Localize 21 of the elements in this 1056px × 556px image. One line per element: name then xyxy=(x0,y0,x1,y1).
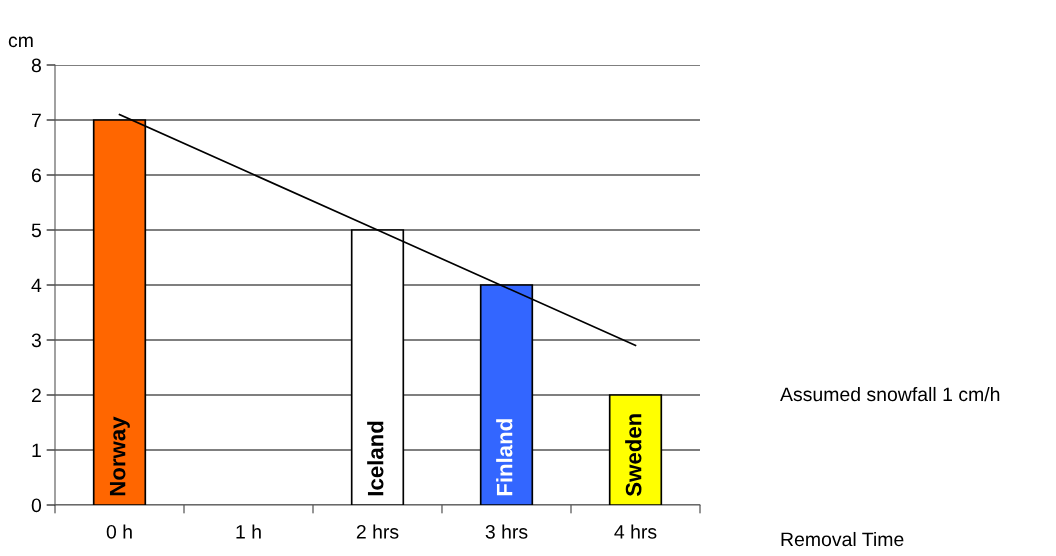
y-tick-label: 0 xyxy=(31,498,42,513)
y-tick-label: 8 xyxy=(31,58,41,73)
y-tick-label: 3 xyxy=(31,333,41,348)
text: Assumed snowfall 1 cm/h xyxy=(780,386,1000,402)
x-tick-label: 3 hrs xyxy=(485,524,528,539)
y-tick-label: 5 xyxy=(31,223,41,238)
data-label: Sweden xyxy=(625,414,642,497)
x-axis-title: Removal Time xyxy=(781,531,904,547)
x-tick-label: 4 hrs xyxy=(614,524,657,539)
y-tick-label: 6 xyxy=(31,168,41,183)
data-label: Finland xyxy=(496,419,513,496)
y-tick-label: 1 xyxy=(32,443,41,458)
x-tick-label: 2 hrs xyxy=(356,524,399,539)
data-label: Norway xyxy=(109,416,130,496)
y-tick-label: 7 xyxy=(31,113,41,128)
y-axis-title: cm xyxy=(8,36,33,48)
x-tick-label: 1 h xyxy=(236,524,261,539)
y-tick-label: 2 xyxy=(31,388,41,403)
x-tick-label: 0 h xyxy=(106,524,132,539)
data-label: Iceland xyxy=(367,421,384,496)
y-tick-label: 4 xyxy=(31,278,42,293)
